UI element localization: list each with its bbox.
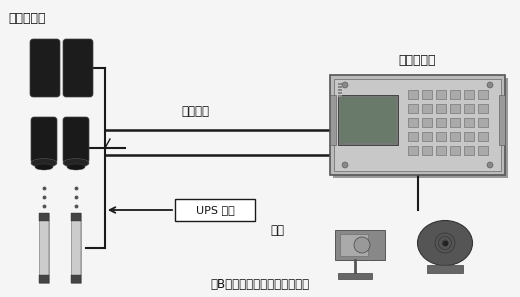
Bar	[422, 104, 432, 113]
FancyBboxPatch shape	[63, 39, 93, 97]
Bar	[338, 89, 342, 91]
Bar	[408, 104, 418, 113]
Bar	[450, 132, 460, 141]
Bar	[72, 215, 80, 281]
Text: 前端探测器: 前端探测器	[8, 12, 46, 25]
Bar	[478, 132, 488, 141]
Bar	[340, 234, 368, 256]
Text: UPS 电源: UPS 电源	[196, 205, 235, 215]
Bar	[422, 146, 432, 155]
Bar	[427, 265, 463, 273]
Bar	[330, 75, 505, 175]
Bar	[175, 199, 255, 221]
Bar	[436, 132, 446, 141]
Bar	[464, 132, 474, 141]
Bar	[40, 215, 48, 281]
Bar	[450, 118, 460, 127]
Circle shape	[342, 162, 348, 168]
Bar	[338, 92, 342, 94]
Bar	[478, 146, 488, 155]
Ellipse shape	[418, 220, 473, 266]
Circle shape	[342, 82, 348, 88]
Bar	[408, 118, 418, 127]
Bar	[338, 273, 372, 279]
Bar	[478, 104, 488, 113]
Bar	[464, 104, 474, 113]
Bar	[338, 95, 398, 145]
Bar	[422, 132, 432, 141]
Bar	[464, 90, 474, 99]
Bar	[338, 83, 342, 85]
Bar	[422, 90, 432, 99]
Bar	[436, 90, 446, 99]
Text: （B）周界入侵报警系统示意图: （B）周界入侵报警系统示意图	[211, 279, 309, 291]
Ellipse shape	[35, 164, 53, 170]
Ellipse shape	[63, 159, 89, 168]
Bar	[334, 79, 501, 171]
Bar	[330, 95, 336, 145]
Bar	[436, 104, 446, 113]
Bar	[464, 146, 474, 155]
Ellipse shape	[67, 164, 85, 170]
Bar	[450, 90, 460, 99]
Bar	[478, 118, 488, 127]
Bar	[478, 90, 488, 99]
Ellipse shape	[354, 237, 370, 253]
Circle shape	[487, 162, 493, 168]
Bar	[436, 118, 446, 127]
FancyBboxPatch shape	[30, 39, 60, 97]
Bar	[335, 230, 385, 260]
Text: 传输媒介: 传输媒介	[181, 105, 209, 118]
Bar	[450, 146, 460, 155]
Bar	[436, 146, 446, 155]
Bar	[464, 118, 474, 127]
Bar	[39, 213, 49, 221]
Ellipse shape	[31, 159, 57, 168]
Bar	[340, 97, 396, 143]
Text: 报警控制器: 报警控制器	[399, 54, 436, 67]
FancyBboxPatch shape	[31, 117, 57, 163]
Bar	[333, 78, 508, 178]
FancyBboxPatch shape	[63, 117, 89, 163]
Bar	[71, 275, 81, 283]
Bar	[71, 213, 81, 221]
Bar	[39, 275, 49, 283]
Bar	[499, 95, 505, 145]
Bar	[450, 104, 460, 113]
Bar	[71, 213, 81, 283]
Bar	[338, 86, 342, 88]
Bar	[338, 95, 342, 97]
Bar	[422, 118, 432, 127]
Bar	[408, 132, 418, 141]
Bar	[408, 90, 418, 99]
Bar	[39, 213, 49, 283]
Circle shape	[487, 82, 493, 88]
Bar	[408, 146, 418, 155]
Text: 警号: 警号	[270, 224, 284, 236]
